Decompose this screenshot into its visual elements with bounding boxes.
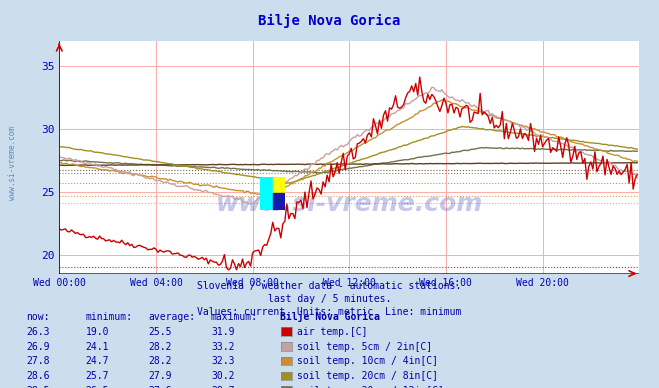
Text: maximum:: maximum: (211, 312, 258, 322)
Text: Values: current  Units: metric  Line: minimum: Values: current Units: metric Line: mini… (197, 307, 462, 317)
Text: 27.9: 27.9 (148, 371, 172, 381)
Text: Bilje Nova Gorica: Bilje Nova Gorica (280, 311, 380, 322)
Text: 26.9: 26.9 (26, 341, 50, 352)
Text: 25.7: 25.7 (86, 371, 109, 381)
Text: Slovenia / weather data - automatic stations.: Slovenia / weather data - automatic stat… (197, 281, 462, 291)
Text: now:: now: (26, 312, 50, 322)
Text: www.si-vreme.com: www.si-vreme.com (8, 126, 17, 200)
Text: 26.5: 26.5 (86, 386, 109, 388)
Text: soil temp. 30cm / 12in[C]: soil temp. 30cm / 12in[C] (297, 386, 444, 388)
Text: www.si-vreme.com: www.si-vreme.com (215, 192, 483, 216)
Text: 30.2: 30.2 (211, 371, 235, 381)
Text: 27.6: 27.6 (148, 386, 172, 388)
Text: 26.3: 26.3 (26, 327, 50, 337)
Text: 24.7: 24.7 (86, 356, 109, 366)
Text: soil temp. 5cm / 2in[C]: soil temp. 5cm / 2in[C] (297, 341, 432, 352)
Text: last day / 5 minutes.: last day / 5 minutes. (268, 294, 391, 304)
Text: 31.9: 31.9 (211, 327, 235, 337)
Text: average:: average: (148, 312, 195, 322)
Text: 27.8: 27.8 (26, 356, 50, 366)
Text: 28.2: 28.2 (148, 356, 172, 366)
Text: 28.2: 28.2 (148, 341, 172, 352)
Text: 28.6: 28.6 (26, 371, 50, 381)
Text: soil temp. 10cm / 4in[C]: soil temp. 10cm / 4in[C] (297, 356, 438, 366)
Bar (273, 177, 285, 193)
Text: 19.0: 19.0 (86, 327, 109, 337)
Text: 24.1: 24.1 (86, 341, 109, 352)
Text: air temp.[C]: air temp.[C] (297, 327, 367, 337)
Text: minimum:: minimum: (86, 312, 132, 322)
Text: soil temp. 20cm / 8in[C]: soil temp. 20cm / 8in[C] (297, 371, 438, 381)
Bar (273, 193, 285, 210)
Text: 28.7: 28.7 (211, 386, 235, 388)
Text: 33.2: 33.2 (211, 341, 235, 352)
Text: 25.5: 25.5 (148, 327, 172, 337)
Text: 32.3: 32.3 (211, 356, 235, 366)
Text: Bilje Nova Gorica: Bilje Nova Gorica (258, 14, 401, 28)
Bar (260, 177, 273, 210)
Text: 28.5: 28.5 (26, 386, 50, 388)
